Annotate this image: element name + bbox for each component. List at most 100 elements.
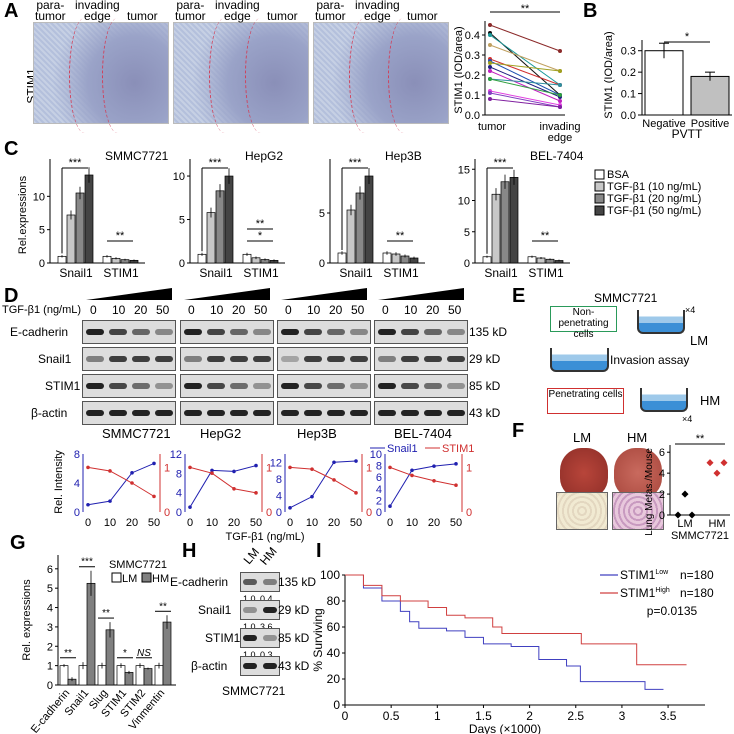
pair-line [489,62,561,72]
legend-n: n=180 [680,586,714,600]
bar [509,177,519,264]
axis-label: PVTT [672,127,703,140]
bar [59,665,69,686]
gradient-wedge-icon [378,288,464,300]
boundary-line [102,18,133,133]
tick-label: 0.2 [465,70,480,82]
dose-label: 50 [156,303,170,317]
cell-line-label: SMMC7721 [222,684,286,698]
cell-line-label: BEL-7404 [394,426,452,441]
tick-label: 0.3 [465,50,480,62]
blot-band [183,329,202,335]
blot-band [206,383,225,389]
lung-image-hm [614,448,662,498]
pair-line [489,60,561,96]
data-point [152,494,156,499]
region-label-paratumor: para- tumor [175,0,206,23]
chart-title: Hep3B [385,149,422,163]
legend-swatch [111,572,122,583]
data-point [488,77,492,81]
tick-label: 1 [466,462,472,474]
blot-row [240,628,280,648]
data-point [388,465,392,470]
tick-label: 0 [466,507,472,519]
band-ratio: 0.4 [260,594,273,604]
tick-label: 4 [276,490,282,502]
blot-row-label: STIM1 [45,379,81,393]
legend-swatch [594,169,605,180]
data-point [332,460,336,465]
tick-label: 12 [170,449,182,461]
dose-label: 50 [254,303,268,317]
tick-label: 10 [104,517,116,529]
chart-i-survival: 0 20 40 60 80 100 0 0.5 1 1.5 2 2.5 3 3.5 % Surviving D… [311,568,714,734]
bar [75,192,85,264]
p-value: p=0.0135 [647,604,698,618]
category-label: Snail1 [339,266,373,280]
size-marker: 135 kD [278,575,317,589]
data-point [254,463,258,468]
axis-label: Days (×1000) [469,722,541,734]
data-point [86,502,90,507]
blot-row [82,347,176,371]
tick-label: 0 [266,507,272,519]
blot-row [374,374,468,398]
tick-label: 60 [327,620,341,634]
significance-label: ** [256,218,265,230]
axis-label: Lung Metas./Mouse [644,448,655,536]
blot-band [263,607,277,613]
legend-label: LM [122,573,137,585]
significance-label: *** [69,157,83,169]
data-point [152,461,156,466]
region-label-paratumor: para- tumor [315,0,346,23]
region-label-paratumor: para- tumor [35,0,66,23]
significance-label: * [123,648,127,659]
blot-band [377,383,396,389]
blot-row-label: β-actin [31,406,68,420]
significance-label: ** [521,3,530,15]
significance-label: ** [396,230,405,242]
size-marker: 29 kD [469,352,501,366]
data-point [558,49,562,53]
data-point [706,459,714,467]
blot-band [252,383,271,389]
tick-label: 1 [266,462,272,474]
chart-title: BEL-7404 [530,149,584,163]
blot-band [263,663,277,669]
dose-label: 20 [232,303,246,317]
data-point [288,465,292,470]
schematic-title: SMMC7721 [594,291,658,305]
bar [135,665,145,686]
tick-label: 80 [327,594,341,608]
data-point [674,511,682,519]
lung-image-lm [560,448,608,498]
tick-label: 0 [47,680,53,692]
axis-label: Rel.expressions [17,175,29,254]
survival-curve [345,574,687,666]
chart-title: SMMC7721 [105,149,169,163]
significance-label: ** [102,608,110,619]
blot-band [131,329,150,335]
bar [66,214,76,264]
data-point [713,469,721,477]
tick-label: 10 [458,196,470,208]
data-point [108,469,112,473]
gradient-wedge-icon [281,288,367,300]
tick-label: 0 [376,507,382,519]
region-label-tumor: tumor [407,9,438,23]
lm-label: LM [690,333,709,348]
series-line [389,466,457,486]
data-point [86,465,90,470]
bar [364,175,374,264]
tick-label: 0.0 [621,110,636,122]
significance-label: * [685,31,690,43]
bar [491,193,501,264]
significance-label: ** [159,601,167,612]
tick-label: 3 [47,622,53,634]
pair-line [489,70,561,102]
legend-label: TGF-β1 (10 ng/mL) [607,181,701,193]
blot-band [252,410,271,416]
data-point [558,93,562,97]
tick-label: 0 [85,517,91,529]
